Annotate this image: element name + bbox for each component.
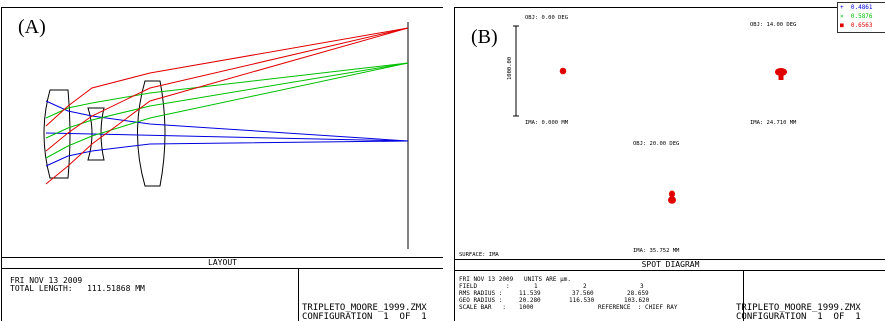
spot-filename: TRIPLETO_MOORE_1999.ZMX: [736, 304, 861, 313]
spot-diagram-panel: (B) + 0.4861 × 0.5876 ■ 0.6563 OBJ: 0.00…: [454, 2, 885, 322]
ima-label-2: IMA: 24.710 MM: [750, 120, 797, 126]
legend-symbol-1: +: [840, 4, 844, 11]
panel-letter-a: (A): [18, 16, 46, 38]
legend-value-2: 0.5876: [850, 13, 873, 20]
blue-ray-0: [45, 100, 409, 142]
legend-value-1: 0.4861: [850, 4, 873, 11]
green-ray-4: [45, 62, 409, 159]
spot-field-2: [775, 68, 787, 80]
spot-configuration: CONFIGURATION 1 OF 1: [736, 313, 861, 322]
red-ray-6: [45, 27, 409, 127]
obj-label-3: OBJ: 20.00 DEG: [633, 141, 680, 147]
spot-field-1-value: 1: [534, 283, 538, 290]
legend-item-1: + 0.4861: [840, 4, 873, 11]
spot-file-box: [743, 271, 744, 321]
lens-layout-drawing: [43, 22, 409, 249]
spot-filename-text: TRIPLETO_MOORE_1999.ZMX: [736, 303, 861, 313]
scale-bar-info-value: 1000: [519, 304, 534, 311]
legend-item-3: ■ 0.6563: [840, 22, 873, 29]
reference-label: REFERENCE : CHIEF RAY: [598, 304, 678, 311]
layout-total-length: TOTAL LENGTH: 111.51868 MM: [10, 284, 145, 293]
layout-caption: LAYOUT: [2, 257, 443, 269]
spot-configuration-text: CONFIGURATION 1 OF 1: [736, 312, 861, 322]
layout-file-box: [298, 269, 299, 321]
spot-field-3: [668, 190, 676, 204]
rms-radius-label: RMS RADIUS :: [459, 290, 503, 297]
wavelength-legend: + 0.4861 × 0.5876 ■ 0.6563: [837, 2, 885, 33]
geo-radius-2: 116.530: [569, 297, 595, 304]
obj-label-2: OBJ: 14.00 DEG: [750, 22, 797, 28]
ima-label-3: IMA: 35.752 MM: [633, 248, 680, 254]
green-ray-5: [45, 62, 409, 139]
spot-field-2-value: 2: [583, 283, 587, 290]
spot-field-3-value: 3: [640, 283, 644, 290]
red-ray-8: [45, 27, 409, 152]
legend-symbol-3: ■: [840, 22, 844, 29]
spot-info-line1: FRI NOV 13 2009 UNITS ARE µm.: [459, 276, 571, 283]
lens-element-3: [137, 80, 166, 187]
red-ray-7: [45, 27, 409, 185]
green-ray-3: [45, 62, 409, 119]
scale-bar-value: 1000.00: [507, 57, 513, 80]
spot-field-label: FIELD :: [459, 283, 510, 290]
rms-radius-1: 11.539: [519, 290, 541, 297]
spot-diagram-drawing: 1000.00: [507, 25, 787, 204]
layout-panel: (A) LAYOUT FRI NOV 13 2009 TOTAL LENGTH:…: [1, 7, 443, 322]
ima-label-1: IMA: 0.000 MM: [525, 120, 569, 126]
lens-element-2: [87, 107, 105, 161]
scale-bar-label: SCALE BAR :: [459, 304, 506, 311]
rms-radius-2: 37.560: [572, 290, 594, 297]
geo-radius-3: 103.620: [624, 297, 650, 304]
blue-ray-1: [45, 140, 409, 167]
legend-value-3: 0.6563: [850, 22, 873, 29]
layout-date: FRI NOV 13 2009: [10, 276, 83, 285]
blue-ray-2: [45, 132, 409, 142]
geo-radius-1: 20.280: [519, 297, 541, 304]
surface-label: SURFACE: IMA: [459, 252, 499, 258]
spot-caption: SPOT DIAGRAM: [455, 259, 885, 271]
obj-label-1: OBJ: 0.00 DEG: [525, 15, 569, 21]
geo-radius-label: GEO RADIUS :: [459, 297, 503, 304]
legend-symbol-2: ×: [840, 13, 844, 20]
lens-element-1: [43, 89, 71, 179]
legend-item-2: × 0.5876: [840, 13, 873, 20]
layout-filename: TRIPLETO_MOORE_1999.ZMX: [302, 303, 427, 313]
panel-letter-b: (B): [471, 26, 498, 48]
layout-configuration: CONFIGURATION 1 OF 1: [302, 312, 427, 322]
spot-field-1: [559, 67, 567, 75]
rms-radius-3: 28.659: [627, 290, 649, 297]
